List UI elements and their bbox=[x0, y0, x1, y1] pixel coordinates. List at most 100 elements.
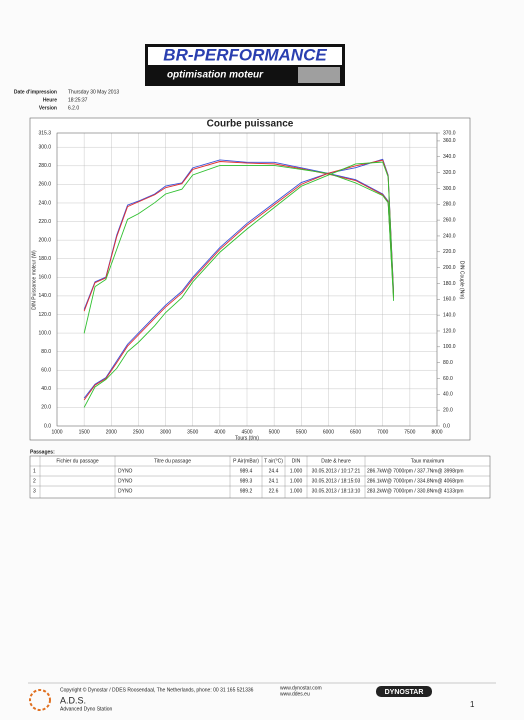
copyright: Copyright © Dynostar / DDES Roosendaal, … bbox=[60, 686, 254, 693]
x-tick-label: 3000 bbox=[160, 429, 171, 435]
series-line bbox=[83, 159, 395, 401]
y2-axis-label: DIN Couple (Nm) bbox=[459, 261, 465, 300]
x-tick-label: 8000 bbox=[431, 429, 442, 435]
series-line bbox=[83, 161, 395, 408]
table-header: T air(°C) bbox=[264, 458, 283, 464]
site: www.dynostar.com bbox=[280, 685, 322, 691]
table-cell: 989.4 bbox=[240, 468, 253, 474]
table-cell: 283.2kW@ 7000rpm / 330.8Nm@ 4133rpm bbox=[367, 488, 464, 494]
table-title: Passages: bbox=[30, 449, 55, 455]
table-cell: 2 bbox=[33, 478, 36, 484]
y-tick-label: 20.0 bbox=[41, 405, 51, 411]
series-line bbox=[83, 165, 395, 334]
y2-tick-label: 220.0 bbox=[443, 249, 456, 255]
table-header: Titre du passage bbox=[154, 458, 191, 464]
y2-tick-label: 280.0 bbox=[443, 202, 456, 208]
site: www.ddes.eu bbox=[280, 691, 310, 697]
x-tick-label: 2500 bbox=[133, 429, 144, 435]
tagline: optimisation moteur bbox=[167, 70, 264, 81]
meta-value: 18:25:37 bbox=[68, 97, 88, 103]
table-cell: 3 bbox=[33, 488, 36, 494]
y2-tick-label: 0.0 bbox=[443, 423, 450, 429]
dynostar: DYNOSTAR bbox=[385, 689, 424, 696]
y-tick-label: 260.0 bbox=[38, 182, 51, 188]
x-tick-label: 5500 bbox=[296, 429, 307, 435]
y-tick-label: 240.0 bbox=[38, 200, 51, 206]
y2-tick-label: 20.0 bbox=[443, 407, 453, 413]
x-tick-label: 2000 bbox=[106, 429, 117, 435]
y-tick-label: 120.0 bbox=[38, 312, 51, 318]
table-header: Taux maximum bbox=[411, 458, 445, 464]
table-cell: DYNO bbox=[118, 488, 133, 494]
chart-title: Courbe puissance bbox=[207, 119, 294, 130]
x-tick-label: 7500 bbox=[404, 429, 415, 435]
x-tick-label: 5000 bbox=[269, 429, 280, 435]
table-cell: 1.000 bbox=[290, 488, 303, 494]
y-tick-label: 160.0 bbox=[38, 275, 51, 281]
table-header: Fichier du passage bbox=[56, 458, 98, 464]
ads-logo bbox=[29, 689, 51, 711]
y-tick-label: 140.0 bbox=[38, 293, 51, 299]
table-cell: 989.2 bbox=[240, 488, 253, 494]
y-tick-label: 40.0 bbox=[41, 386, 51, 392]
y-tick-label: 280.0 bbox=[38, 163, 51, 169]
table-header: Date & heure bbox=[321, 458, 351, 464]
y2-tick-label: 40.0 bbox=[443, 392, 453, 398]
y-tick-label: 60.0 bbox=[41, 368, 51, 374]
meta-label: Date d'impression bbox=[14, 89, 57, 95]
dynostar-logo bbox=[376, 686, 432, 697]
x-tick-label: 4000 bbox=[214, 429, 225, 435]
y2-tick-label: 200.0 bbox=[443, 265, 456, 271]
y2-tick-label: 60.0 bbox=[443, 376, 453, 382]
y2-tick-label: 120.0 bbox=[443, 328, 456, 334]
y-tick-label: 180.0 bbox=[38, 256, 51, 262]
table-cell: 30.05.2013 / 10:17:21 bbox=[312, 468, 361, 474]
table-cell: 286.7kW@ 7000rpm / 337.7Nm@ 3998rpm bbox=[367, 468, 464, 474]
meta-value: 6.2.0 bbox=[68, 105, 79, 111]
x-tick-label: 3500 bbox=[187, 429, 198, 435]
meta-label: Heure bbox=[43, 97, 57, 103]
y2-tick-label: 160.0 bbox=[443, 297, 456, 303]
table-cell: 1.000 bbox=[290, 478, 303, 484]
y-tick-label: 0.0 bbox=[44, 423, 51, 429]
y2-tick-label: 340.0 bbox=[443, 154, 456, 160]
table-cell: 24.4 bbox=[269, 468, 279, 474]
flag bbox=[298, 67, 340, 83]
table-cell: 24.1 bbox=[269, 478, 279, 484]
table-cell: 22.6 bbox=[269, 488, 279, 494]
x-axis-label: Tours (t/m) bbox=[235, 435, 259, 441]
x-tick-label: 4500 bbox=[241, 429, 252, 435]
table-frame bbox=[29, 455, 491, 499]
y-tick-label: 200.0 bbox=[38, 237, 51, 243]
table-cell: 30.05.2013 / 18:13:10 bbox=[312, 488, 361, 494]
series-line bbox=[83, 159, 395, 310]
table-cell: 1 bbox=[33, 468, 36, 474]
y-tick-label: 100.0 bbox=[38, 330, 51, 336]
table-cell: DYNO bbox=[118, 478, 133, 484]
table-header: DIN bbox=[292, 458, 301, 464]
meta-value: Thursday 30 May 2013 bbox=[68, 89, 119, 95]
y2-tick-label: 360.0 bbox=[443, 138, 456, 144]
table-cell: 1.000 bbox=[290, 468, 303, 474]
table-cell: 286.1kW@ 7000rpm / 334.8Nm@ 4068rpm bbox=[367, 478, 464, 484]
meta-label: Version bbox=[39, 105, 57, 111]
table-cell: 989.3 bbox=[240, 478, 253, 484]
product: A.D.S. bbox=[60, 695, 86, 705]
y2-tick-label: 180.0 bbox=[443, 281, 456, 287]
table-header: P Air(mBar) bbox=[233, 458, 259, 464]
y-tick-label: 315.3 bbox=[38, 130, 51, 136]
y2-tick-label: 300.0 bbox=[443, 186, 456, 192]
series-line bbox=[83, 161, 395, 312]
product-full: Advanced Dyno Station bbox=[60, 706, 112, 712]
x-tick-label: 1500 bbox=[79, 429, 90, 435]
y-tick-label: 220.0 bbox=[38, 219, 51, 225]
x-tick-label: 6000 bbox=[323, 429, 334, 435]
table-cell: DYNO bbox=[118, 468, 133, 474]
brand: BR-PERFORMANCE bbox=[163, 45, 327, 64]
y2-tick-label: 320.0 bbox=[443, 170, 456, 176]
x-tick-label: 1000 bbox=[51, 429, 62, 435]
y2-tick-label: 100.0 bbox=[443, 344, 456, 350]
table-cell: 30.05.2013 / 18:15:03 bbox=[312, 478, 361, 484]
plot-area bbox=[56, 132, 438, 427]
